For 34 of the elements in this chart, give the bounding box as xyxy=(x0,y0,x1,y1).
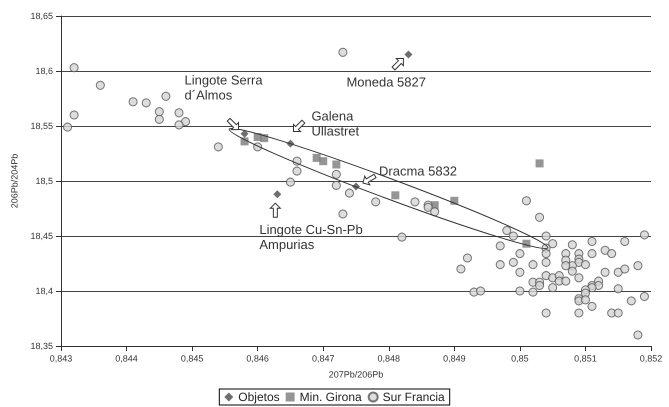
x-tick-label: 0,852 xyxy=(640,354,662,364)
x-tick-label: 0,848 xyxy=(378,354,400,364)
point xyxy=(404,50,412,58)
y-tick-label: 18,65 xyxy=(30,11,53,21)
x-tick-label: 0,846 xyxy=(246,354,269,364)
x-tick-label: 0,851 xyxy=(574,354,597,364)
point xyxy=(332,160,340,168)
point xyxy=(536,159,544,168)
y-tick-label: 18,4 xyxy=(35,286,53,296)
annotation: Galena Ullastret xyxy=(311,108,360,139)
y-axis-title: 206Pb/204Pb xyxy=(10,154,20,208)
y-tick-label: 18,55 xyxy=(30,121,53,131)
x-tick-label: 0,85 xyxy=(511,354,529,364)
legend-label: Sur Francia xyxy=(382,390,446,404)
x-tick-label: 0,844 xyxy=(115,354,138,364)
legend-label: Objetos xyxy=(238,390,280,404)
x-tick-label: 0,845 xyxy=(180,354,204,364)
x-tick-label: 0,847 xyxy=(312,354,334,364)
annotation: Dracma 5832 xyxy=(379,164,458,178)
point xyxy=(391,191,400,200)
annotation: Lingote Serra d´Almos xyxy=(184,72,264,103)
y-tick-label: 18,45 xyxy=(30,231,53,241)
x-tick-label: 0,843 xyxy=(50,354,72,364)
y-tick-label: 18,35 xyxy=(30,341,53,351)
annotation: Lingote Cu-Sn-Pb Ampurias xyxy=(259,222,363,252)
x-tick-label: 0,849 xyxy=(443,354,466,364)
x-axis-title: 207Pb/206Pb xyxy=(328,370,384,380)
point xyxy=(240,130,249,138)
y-tick-label: 18,5 xyxy=(35,176,53,186)
point xyxy=(273,190,282,198)
annotation: Moneda 5827 xyxy=(346,74,426,90)
legend-label: Min. Girona xyxy=(300,390,362,404)
point xyxy=(319,157,328,166)
y-tick-label: 18,6 xyxy=(35,66,53,76)
